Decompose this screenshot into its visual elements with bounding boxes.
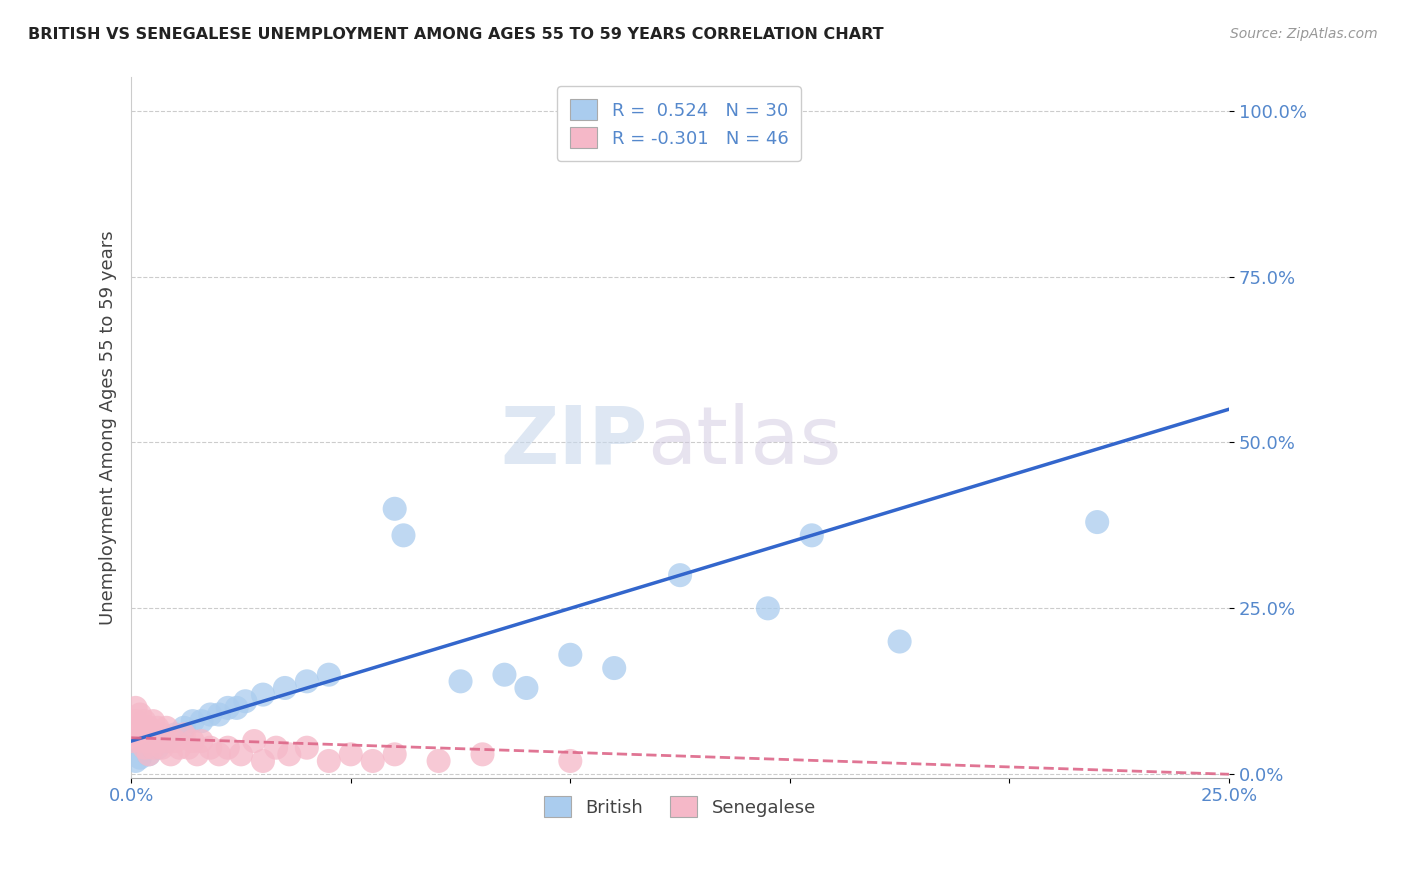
Point [361,754,384,768]
Point [124,714,146,728]
Point [138,721,160,735]
Point [190,734,212,748]
Point [124,754,146,768]
Point [217,740,239,755]
Point [190,714,212,728]
Point [603,661,626,675]
Y-axis label: Unemployment Among Ages 55 to 59 years: Unemployment Among Ages 55 to 59 years [100,230,117,624]
Point [150,740,173,755]
Point [142,727,165,741]
Point [134,727,156,741]
Point [318,754,340,768]
Point [129,734,152,748]
Point [1085,515,1108,529]
Point [200,740,222,755]
Point [427,754,450,768]
Point [235,694,257,708]
Point [669,568,692,582]
Point [169,740,191,755]
Point [146,721,169,735]
Text: ZIP: ZIP [501,402,647,481]
Point [155,721,177,735]
Text: BRITISH VS SENEGALESE UNEMPLOYMENT AMONG AGES 55 TO 59 YEARS CORRELATION CHART: BRITISH VS SENEGALESE UNEMPLOYMENT AMONG… [28,27,884,42]
Point [800,528,823,542]
Text: Source: ZipAtlas.com: Source: ZipAtlas.com [1230,27,1378,41]
Point [208,747,231,762]
Point [129,707,152,722]
Point [173,721,195,735]
Point [264,740,287,755]
Point [177,740,200,755]
Point [134,714,156,728]
Point [129,721,152,735]
Point [560,648,582,662]
Point [278,747,301,762]
Point [173,727,195,741]
Point [181,714,204,728]
Point [150,727,173,741]
Point [450,674,472,689]
Point [146,740,169,755]
Legend: British, Senegalese: British, Senegalese [537,789,824,824]
Point [134,740,156,755]
Point [146,734,169,748]
Point [120,734,142,748]
Point [392,528,415,542]
Point [200,707,222,722]
Point [252,688,274,702]
Point [243,734,266,748]
Point [560,754,582,768]
Point [384,501,406,516]
Point [138,734,160,748]
Point [318,667,340,681]
Point [217,701,239,715]
Point [142,714,165,728]
Point [142,740,165,755]
Point [515,681,537,695]
Point [756,601,779,615]
Point [229,747,252,762]
Point [138,747,160,762]
Point [159,747,181,762]
Point [124,727,146,741]
Point [181,734,204,748]
Point [208,707,231,722]
Point [129,750,152,764]
Point [384,747,406,762]
Text: atlas: atlas [647,402,842,481]
Point [186,747,208,762]
Point [735,97,758,112]
Point [124,701,146,715]
Point [165,727,187,741]
Point [471,747,494,762]
Point [339,747,361,762]
Point [225,701,247,715]
Point [295,674,318,689]
Point [274,681,297,695]
Point [155,734,177,748]
Point [138,747,160,762]
Point [165,734,187,748]
Point [494,667,516,681]
Point [295,740,318,755]
Point [155,734,177,748]
Point [252,754,274,768]
Point [889,634,911,648]
